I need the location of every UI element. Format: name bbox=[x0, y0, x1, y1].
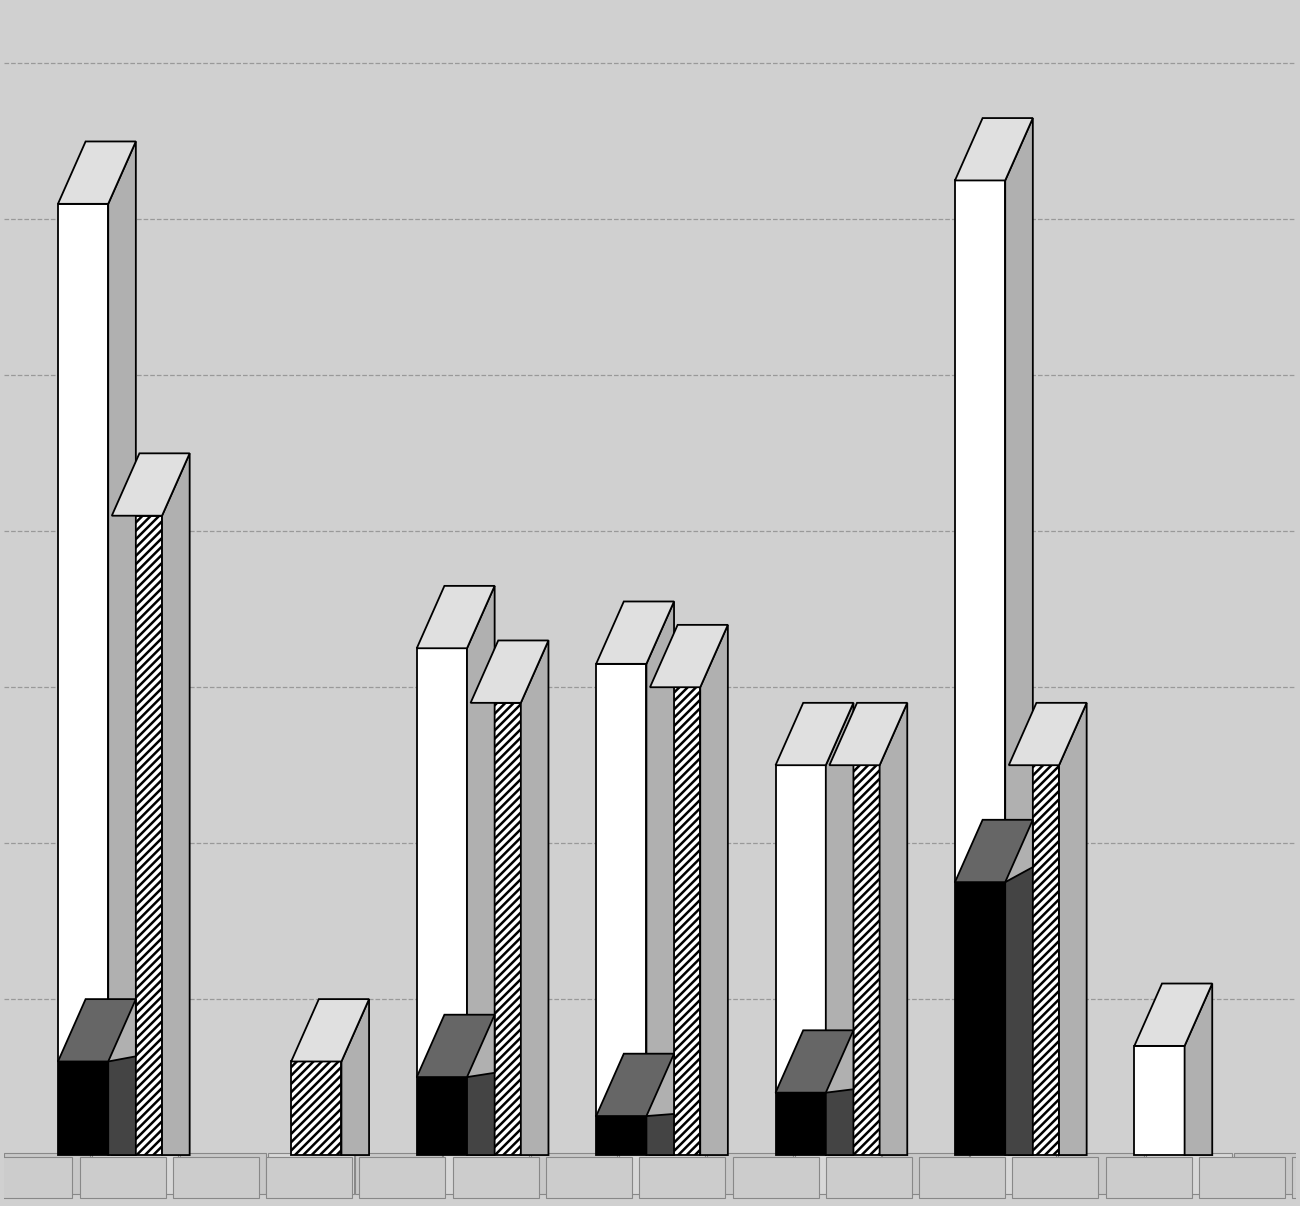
Polygon shape bbox=[1292, 1157, 1300, 1198]
Polygon shape bbox=[597, 663, 646, 1116]
Polygon shape bbox=[417, 649, 467, 1077]
Polygon shape bbox=[956, 820, 1032, 882]
Polygon shape bbox=[417, 1077, 467, 1155]
Polygon shape bbox=[883, 1153, 968, 1194]
Polygon shape bbox=[79, 1157, 165, 1198]
Polygon shape bbox=[417, 1014, 494, 1077]
Polygon shape bbox=[646, 602, 673, 1116]
Polygon shape bbox=[291, 999, 369, 1061]
Polygon shape bbox=[829, 766, 880, 1155]
Polygon shape bbox=[776, 766, 826, 1093]
Polygon shape bbox=[956, 181, 1005, 882]
Polygon shape bbox=[58, 141, 135, 204]
Polygon shape bbox=[546, 1157, 632, 1198]
Polygon shape bbox=[355, 1153, 442, 1194]
Polygon shape bbox=[597, 602, 673, 663]
Polygon shape bbox=[732, 1157, 819, 1198]
Polygon shape bbox=[650, 687, 701, 1155]
Polygon shape bbox=[640, 1157, 725, 1198]
Polygon shape bbox=[1005, 820, 1032, 1155]
Polygon shape bbox=[826, 703, 853, 1093]
Polygon shape bbox=[112, 516, 162, 1155]
Polygon shape bbox=[4, 1153, 90, 1194]
Polygon shape bbox=[521, 640, 549, 1155]
Polygon shape bbox=[108, 999, 135, 1155]
Polygon shape bbox=[471, 703, 521, 1155]
Polygon shape bbox=[1135, 1046, 1184, 1155]
Polygon shape bbox=[58, 204, 108, 1061]
Polygon shape bbox=[956, 882, 1005, 1155]
Polygon shape bbox=[829, 703, 907, 766]
Polygon shape bbox=[452, 1157, 538, 1198]
Polygon shape bbox=[919, 1157, 1005, 1198]
Polygon shape bbox=[1009, 703, 1087, 766]
Polygon shape bbox=[1013, 1157, 1098, 1198]
Polygon shape bbox=[1009, 766, 1060, 1155]
Polygon shape bbox=[1135, 984, 1212, 1046]
Polygon shape bbox=[443, 1153, 529, 1194]
Polygon shape bbox=[342, 999, 369, 1155]
Polygon shape bbox=[467, 1014, 494, 1155]
Polygon shape bbox=[532, 1153, 617, 1194]
Polygon shape bbox=[880, 703, 907, 1155]
Polygon shape bbox=[291, 1061, 342, 1155]
Polygon shape bbox=[956, 118, 1032, 181]
Polygon shape bbox=[1234, 1153, 1300, 1194]
Polygon shape bbox=[776, 703, 853, 766]
Polygon shape bbox=[417, 586, 494, 649]
Polygon shape bbox=[794, 1153, 881, 1194]
Polygon shape bbox=[471, 640, 549, 703]
Polygon shape bbox=[826, 1157, 911, 1198]
Polygon shape bbox=[619, 1153, 705, 1194]
Polygon shape bbox=[1005, 118, 1032, 882]
Polygon shape bbox=[108, 141, 135, 1061]
Polygon shape bbox=[58, 999, 135, 1061]
Polygon shape bbox=[1060, 703, 1087, 1155]
Polygon shape bbox=[701, 625, 728, 1155]
Polygon shape bbox=[179, 1153, 266, 1194]
Polygon shape bbox=[0, 1157, 73, 1198]
Polygon shape bbox=[776, 1030, 853, 1093]
Polygon shape bbox=[646, 1054, 673, 1155]
Polygon shape bbox=[650, 625, 728, 687]
Polygon shape bbox=[1147, 1153, 1232, 1194]
Polygon shape bbox=[359, 1157, 446, 1198]
Polygon shape bbox=[1106, 1157, 1192, 1198]
Polygon shape bbox=[776, 1093, 826, 1155]
Polygon shape bbox=[173, 1157, 259, 1198]
Polygon shape bbox=[597, 1054, 673, 1116]
Polygon shape bbox=[266, 1157, 352, 1198]
Polygon shape bbox=[268, 1153, 354, 1194]
Polygon shape bbox=[970, 1153, 1057, 1194]
Polygon shape bbox=[826, 1030, 853, 1155]
Polygon shape bbox=[1184, 984, 1212, 1155]
Polygon shape bbox=[467, 586, 494, 1077]
Polygon shape bbox=[162, 453, 190, 1155]
Polygon shape bbox=[112, 453, 190, 516]
Polygon shape bbox=[597, 1116, 646, 1155]
Polygon shape bbox=[1058, 1153, 1144, 1194]
Polygon shape bbox=[1199, 1157, 1286, 1198]
Polygon shape bbox=[707, 1153, 793, 1194]
Polygon shape bbox=[92, 1153, 178, 1194]
Polygon shape bbox=[58, 1061, 108, 1155]
